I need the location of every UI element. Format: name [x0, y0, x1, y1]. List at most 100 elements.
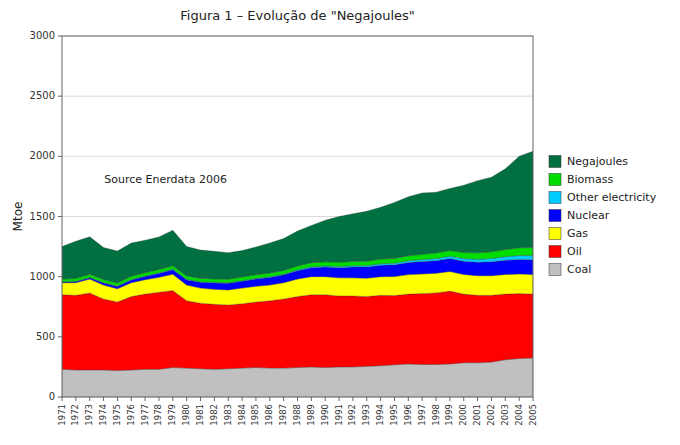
- x-tick-label: 1979: [167, 404, 177, 426]
- x-tick: [408, 397, 409, 401]
- x-tick-label: 1982: [209, 404, 219, 426]
- x-tick: [62, 397, 63, 401]
- area: [62, 151, 533, 283]
- x-tick: [366, 397, 367, 401]
- x-tick: [200, 397, 201, 401]
- x-tick-label: 1998: [431, 404, 441, 426]
- y-tick-label: 1500: [30, 211, 55, 222]
- legend-swatch: [549, 156, 561, 168]
- x-tick: [394, 397, 395, 401]
- x-tick-label: 1973: [84, 404, 94, 426]
- legend-label: Biomass: [567, 173, 614, 186]
- legend-label: Other electricity: [567, 191, 657, 204]
- grid-line: [62, 96, 533, 97]
- legend-swatch: [549, 174, 561, 186]
- x-tick-label: 1991: [334, 404, 344, 426]
- x-tick: [283, 397, 284, 401]
- x-tick: [103, 397, 104, 401]
- x-tick-label: 1976: [126, 404, 136, 426]
- x-tick-label: 1997: [417, 404, 427, 426]
- x-tick: [380, 397, 381, 401]
- y-tick-label: 1000: [30, 271, 55, 282]
- y-tick: [58, 336, 62, 337]
- legend-swatch: [549, 264, 561, 276]
- x-tick: [491, 397, 492, 401]
- y-tick-label: 2000: [30, 150, 55, 161]
- x-tick-label: 1977: [140, 404, 150, 426]
- grid-line: [62, 156, 533, 157]
- y-tick-label: 0: [49, 391, 55, 402]
- x-tick: [533, 397, 534, 401]
- x-tick: [339, 397, 340, 401]
- x-tick-label: 1974: [98, 404, 108, 426]
- x-tick: [505, 397, 506, 401]
- x-tick-label: 1994: [375, 404, 385, 426]
- x-tick-label: 1988: [292, 404, 302, 426]
- annotation: Source Enerdata 2006: [104, 173, 227, 186]
- y-axis-label: Mtoe: [11, 202, 25, 232]
- x-tick: [158, 397, 159, 401]
- x-tick: [145, 397, 146, 401]
- x-tick-label: 1971: [57, 404, 67, 426]
- x-tick-label: 1986: [264, 404, 274, 426]
- legend: Negajoules Biomass Other electricity Nuclea…: [549, 155, 657, 276]
- x-tick: [242, 397, 243, 401]
- legend-label: Negajoules: [567, 155, 628, 168]
- y-tick: [58, 216, 62, 217]
- x-tick-label: 1980: [181, 404, 191, 426]
- x-tick-label: 1987: [278, 404, 288, 426]
- legend-swatch: [549, 192, 561, 204]
- y-tick-label: 2500: [30, 90, 55, 101]
- x-tick: [255, 397, 256, 401]
- x-tick-label: 1995: [389, 404, 399, 426]
- legend-label: Nuclear: [567, 209, 610, 222]
- y-tick: [58, 36, 62, 37]
- x-tick-label: 1993: [361, 404, 371, 426]
- x-tick: [269, 397, 270, 401]
- y-tick: [58, 156, 62, 157]
- x-tick: [463, 397, 464, 401]
- legend-swatch: [549, 228, 561, 240]
- x-tick: [422, 397, 423, 401]
- x-tick-label: 1972: [70, 404, 80, 426]
- area: [62, 291, 533, 371]
- x-tick-label: 1996: [403, 404, 413, 426]
- x-tick: [297, 397, 298, 401]
- x-tick-label: 2005: [528, 404, 538, 426]
- x-tick-label: 1981: [195, 404, 205, 426]
- x-tick-label: 1985: [250, 404, 260, 426]
- y-tick-label: 3000: [30, 30, 55, 41]
- legend-swatch: [549, 210, 561, 222]
- x-tick: [117, 397, 118, 401]
- plot-frame: [62, 36, 533, 397]
- x-tick-label: 1978: [153, 404, 163, 426]
- legend-label: Oil: [567, 245, 582, 258]
- x-tick: [449, 397, 450, 401]
- x-tick-label: 1992: [347, 404, 357, 426]
- title: Figura 1 – Evolução de "Negajoules": [180, 8, 415, 23]
- x-tick: [228, 397, 229, 401]
- x-tick-label: 2000: [458, 404, 468, 426]
- x-tick: [519, 397, 520, 401]
- x-tick-label: 2002: [486, 404, 496, 426]
- x-tick: [172, 397, 173, 401]
- x-tick-label: 2004: [514, 404, 524, 426]
- y-tick: [58, 276, 62, 277]
- x-tick-label: 2001: [472, 404, 482, 426]
- x-tick: [75, 397, 76, 401]
- x-tick: [325, 397, 326, 401]
- legend-swatch: [549, 246, 561, 258]
- x-tick: [436, 397, 437, 401]
- x-tick-label: 1999: [444, 404, 454, 426]
- legend-label: Coal: [567, 263, 591, 276]
- x-tick: [186, 397, 187, 401]
- x-tick: [352, 397, 353, 401]
- x-tick-label: 1984: [237, 404, 247, 426]
- x-tick: [131, 397, 132, 401]
- y-tick: [58, 397, 62, 398]
- areas: [62, 151, 533, 397]
- x-tick-label: 1989: [306, 404, 316, 426]
- x-tick: [214, 397, 215, 401]
- y-tick-label: 500: [36, 331, 55, 342]
- y-tick: [58, 96, 62, 97]
